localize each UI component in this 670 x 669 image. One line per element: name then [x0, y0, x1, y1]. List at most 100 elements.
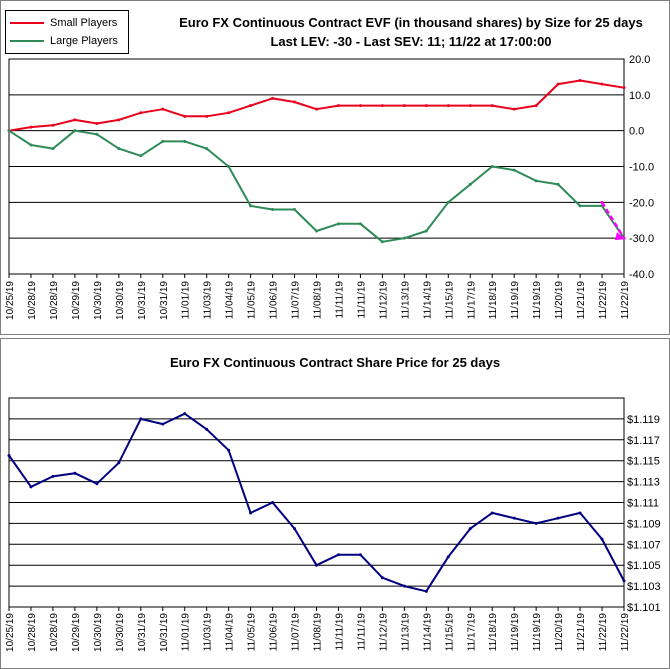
price-data-point-series-0 [490, 511, 494, 515]
price-data-point-series-0 [600, 537, 604, 541]
evf-ytick-label: 10.0 [629, 90, 650, 102]
price-xtick-label: 11/20/19 [554, 613, 565, 652]
price-xtick-label: 11/18/19 [488, 613, 499, 652]
evf-data-point-large-players [117, 147, 121, 151]
price-data-point-series-0 [227, 448, 231, 452]
evf-xtick-label: 11/22/19 [598, 281, 609, 320]
legend-label-small-players: Small Players [50, 17, 118, 29]
price-data-point-series-0 [29, 485, 33, 489]
evf-series-line-large-players [8, 129, 625, 243]
price-xtick-label: 10/30/19 [115, 613, 126, 652]
price-xtick-label: 11/15/19 [444, 613, 455, 652]
price-xtick-label: 10/29/19 [71, 613, 82, 652]
price-data-point-series-0 [424, 589, 428, 593]
evf-data-point-large-players [73, 129, 77, 133]
price-ytick-label: $1.119 [627, 414, 660, 426]
evf-data-point-small-players [29, 125, 33, 129]
legend-label-large-players: Large Players [50, 35, 118, 47]
evf-data-point-small-players [556, 82, 560, 86]
evf-data-point-large-players [227, 165, 231, 168]
evf-data-point-large-players [95, 132, 99, 136]
evf-data-point-small-players [95, 122, 99, 125]
evf-xtick-label: 10/25/19 [5, 281, 16, 320]
price-data-point-series-0 [293, 527, 297, 531]
evf-xtick-label: 10/28/19 [27, 281, 38, 320]
price-xtick-label: 10/25/19 [5, 613, 16, 652]
evf-data-point-small-players [183, 114, 187, 118]
evf-data-point-large-players [336, 222, 340, 226]
price-xtick-label: 11/07/19 [291, 613, 302, 652]
price-data-point-series-0 [578, 511, 582, 515]
price-ytick-label: $1.101 [627, 602, 661, 614]
evf-xtick-label: 11/08/19 [313, 281, 324, 320]
price-data-point-series-0 [271, 501, 275, 504]
evf-xtick-label: 11/20/19 [554, 281, 565, 320]
evf-data-point-large-players [490, 165, 494, 168]
evf-data-point-large-players [183, 139, 187, 143]
evf-data-point-large-players [556, 182, 560, 186]
price-ytick-label: $1.105 [627, 560, 661, 572]
price-data-point-series-0 [512, 516, 516, 520]
evf-data-point-small-players [358, 104, 362, 108]
price-data-point-series-0 [95, 482, 99, 486]
evf-data-point-large-players [402, 236, 406, 240]
evf-data-point-large-players [29, 143, 33, 147]
price-ytick-label: $1.107 [627, 539, 661, 551]
price-ytick-label: $1.111 [627, 498, 659, 510]
evf-series-line-series-2 [600, 201, 626, 239]
chart-subtitle-evf: Last LEV: -30 - Last SEV: 11; 11/22 at 1… [270, 34, 552, 49]
evf-trend-arrowhead [615, 232, 625, 241]
evf-ytick-label: 20.0 [629, 54, 650, 66]
evf-data-point-small-players [73, 118, 77, 122]
evf-data-point-small-players [227, 111, 231, 115]
evf-xtick-label: 11/22/19 [620, 281, 631, 320]
evf-data-point-large-players [358, 222, 362, 226]
evf-data-point-large-players [139, 154, 143, 158]
evf-xtick-label: 11/17/19 [466, 281, 477, 320]
evf-data-point-large-players [468, 182, 472, 186]
evf-data-point-large-players [315, 229, 318, 233]
price-chart-panel: Euro FX Continuous Contract Share Price … [0, 338, 670, 669]
price-data-point-series-0 [73, 471, 77, 475]
price-xtick-label: 11/01/19 [181, 613, 192, 652]
evf-data-point-small-players [490, 104, 494, 108]
legend-swatch-small-players [10, 22, 44, 24]
price-xtick-label: 10/28/19 [27, 613, 38, 652]
evf-data-point-small-players [336, 104, 340, 108]
price-xtick-label: 10/31/19 [159, 613, 170, 652]
evf-xtick-label: 11/13/19 [400, 281, 411, 320]
evf-series-line-small-players [8, 79, 625, 132]
evf-data-point-small-players [51, 123, 55, 127]
price-data-point-series-0 [534, 521, 538, 525]
evf-ytick-label: -40.0 [629, 269, 654, 281]
legend-swatch-large-players [10, 40, 44, 42]
evf-xtick-label: 11/07/19 [291, 281, 302, 320]
evf-data-point-large-players [271, 208, 275, 211]
evf-xtick-label: 10/28/19 [49, 281, 60, 320]
price-xtick-label: 11/22/19 [598, 613, 609, 652]
price-ytick-label: $1.115 [627, 456, 660, 468]
evf-xtick-label: 11/14/19 [422, 281, 433, 320]
evf-xtick-label: 10/31/19 [159, 281, 170, 320]
evf-data-point-large-players [512, 168, 516, 172]
evf-data-point-large-players [293, 208, 297, 211]
evf-data-point-large-players [424, 229, 428, 233]
evf-xtick-label: 11/01/19 [181, 281, 192, 320]
price-data-point-series-0 [622, 579, 626, 583]
evf-data-point-large-players [51, 147, 55, 151]
evf-data-point-small-players [468, 104, 472, 108]
evf-data-point-large-players [380, 240, 384, 244]
evf-xtick-label: 10/29/19 [71, 281, 82, 320]
evf-data-point-small-players [271, 96, 275, 100]
evf-data-point-small-players [512, 107, 516, 111]
price-data-point-series-0 [336, 553, 340, 557]
price-ytick-label: $1.109 [627, 518, 661, 530]
evf-xtick-label: 11/18/19 [488, 281, 499, 320]
legend-item-small-players: Small Players [6, 15, 117, 31]
evf-data-point-small-players [161, 107, 165, 111]
legend-item-large-players: Large Players [6, 33, 118, 49]
price-xtick-label: 10/30/19 [93, 613, 104, 652]
evf-xtick-label: 11/11/19 [356, 281, 367, 319]
evf-xtick-label: 11/21/19 [576, 281, 587, 320]
price-ytick-label: $1.113 [627, 477, 660, 489]
